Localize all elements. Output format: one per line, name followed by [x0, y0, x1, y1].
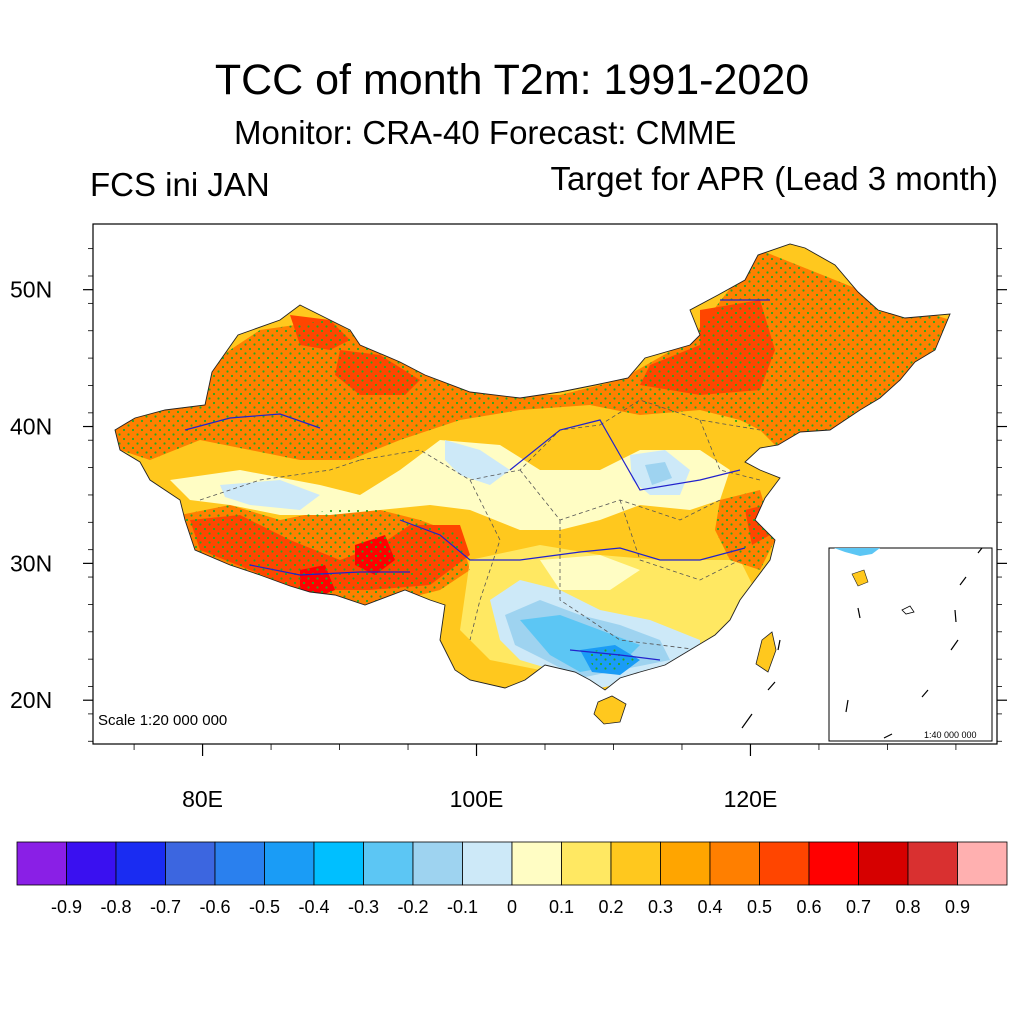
china-outline	[114, 243, 951, 691]
colorbar-swatch	[858, 841, 909, 886]
colorbar-label: -0.3	[348, 897, 379, 917]
colorbar-label: -0.6	[199, 897, 230, 917]
colorbar-label: 0.8	[895, 897, 920, 917]
colorbar-label: 0.2	[598, 897, 623, 917]
field-light-blue-mid	[445, 440, 510, 485]
lat-tick-label: 30N	[10, 550, 52, 576]
colorbar-swatch	[16, 841, 67, 886]
colorbar-swatch	[610, 841, 661, 886]
field-pale-south	[540, 555, 640, 590]
colorbar-swatch	[808, 841, 859, 886]
colorbar-swatch	[412, 841, 463, 886]
field-blue-north-core	[645, 462, 672, 485]
stipple-south	[585, 648, 635, 672]
colorbar-swatch	[165, 841, 216, 886]
colorbar-swatch	[759, 841, 810, 886]
south-china-sea-inset: 1:40 000 000	[828, 547, 993, 742]
colorbar-label: -0.2	[397, 897, 428, 917]
colorbar-swatch	[462, 841, 513, 886]
inset-scale-label: 1:40 000 000	[924, 730, 977, 740]
chart-subtitle: Monitor: CRA-40 Forecast: CMME	[234, 114, 737, 151]
lon-tick-label: 120E	[724, 786, 778, 812]
colorbar-swatch	[561, 841, 612, 886]
colorbar-swatch	[660, 841, 711, 886]
colorbar-swatch	[264, 841, 315, 886]
colorbar-label: -0.5	[249, 897, 280, 917]
init-label: FCS ini JAN	[90, 166, 270, 203]
colorbar-label: 0.4	[697, 897, 722, 917]
colorbar-label: 0.1	[549, 897, 574, 917]
colorbar-swatch	[709, 841, 760, 886]
colorbar-label: -0.4	[298, 897, 329, 917]
lon-tick-label: 100E	[450, 786, 504, 812]
colorbar-swatch	[66, 841, 117, 886]
field-pale-band	[170, 440, 730, 530]
chart-title: TCC of month T2m: 1991-2020	[214, 56, 810, 104]
colorbar-label: 0.7	[846, 897, 871, 917]
colorbar-swatch	[115, 841, 166, 886]
colorbar-label: -0.9	[51, 897, 82, 917]
hainan-island	[593, 695, 627, 725]
colorbar-label: 0.3	[648, 897, 673, 917]
lat-tick-label: 20N	[10, 687, 52, 713]
colorbar-label: 0.6	[796, 897, 821, 917]
lat-tick-label: 40N	[10, 414, 52, 440]
scale-label: Scale 1:20 000 000	[98, 712, 227, 729]
inset-nine-dash-line	[845, 547, 983, 739]
colorbar-label: -0.1	[447, 897, 478, 917]
colorbar-label: 0	[507, 897, 517, 917]
colorbar-label: -0.8	[100, 897, 131, 917]
field-light-blue-west	[220, 480, 320, 510]
lon-tick-label: 80E	[182, 786, 223, 812]
colorbar-swatch	[313, 841, 364, 886]
colorbar-swatch	[363, 841, 414, 886]
island-dash-1	[741, 713, 753, 729]
colorbar-label: 0.5	[747, 897, 772, 917]
taiwan-island	[755, 631, 777, 673]
stipple-north	[115, 250, 950, 460]
inset-islets	[901, 605, 915, 615]
colorbar-label: -0.7	[150, 897, 181, 917]
colorbar: -0.9 -0.8 -0.7 -0.6 -0.5 -0.4 -0.3 -0.2 -0.1 0 0.1…	[16, 841, 1008, 917]
lat-tick-label: 50N	[10, 277, 52, 303]
island-dash-3	[777, 639, 781, 651]
island-dash-2	[767, 681, 776, 691]
colorbar-swatch	[511, 841, 562, 886]
inset-coast	[834, 548, 880, 556]
colorbar-swatch	[907, 841, 958, 886]
rivers	[184, 299, 770, 661]
colorbar-swatch	[957, 841, 1008, 886]
inset-hainan	[851, 569, 869, 587]
target-label: Target for APR (Lead 3 month)	[550, 160, 998, 197]
colorbar-label: 0.9	[945, 897, 970, 917]
province-borders	[199, 399, 761, 651]
colorbar-swatch	[214, 841, 265, 886]
map-axes: 50N 40N 30N 20N 80E 100E 120E	[10, 248, 1007, 812]
